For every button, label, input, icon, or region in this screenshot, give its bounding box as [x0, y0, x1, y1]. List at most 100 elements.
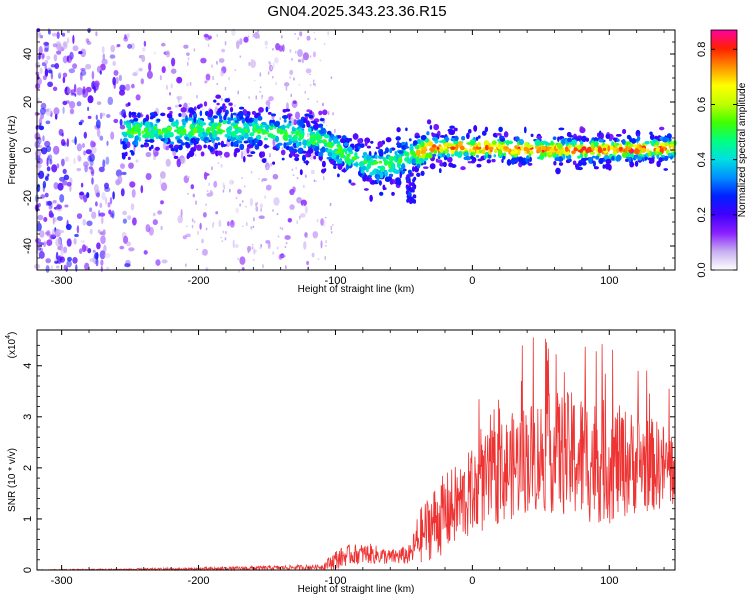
spectrogram-cell — [295, 111, 300, 120]
spectrogram-cell — [187, 192, 189, 195]
spectrogram-cell — [210, 117, 214, 124]
spectrogram-cell — [171, 121, 177, 127]
spectrogram-cell — [80, 70, 87, 76]
spectrogram-cell — [124, 34, 127, 40]
spectrogram-cell — [193, 116, 197, 123]
spectrogram-cell — [193, 106, 197, 111]
spectrogram-cell — [316, 100, 318, 103]
spectrogram-cell — [160, 171, 166, 179]
spectrogram-cell — [191, 125, 195, 129]
spectrogram-cell — [101, 58, 108, 65]
spectrogram-cell — [200, 151, 205, 157]
spectrogram-cell — [87, 248, 92, 254]
spectrogram-cell — [82, 86, 86, 95]
spectrogram-cell — [292, 186, 296, 193]
spectrogram-cell — [358, 161, 365, 168]
spectrogram-cell — [627, 143, 634, 148]
spectrogram-cell — [332, 112, 334, 116]
spectrogram-cell — [394, 151, 398, 155]
spectrogram-cell — [94, 252, 99, 260]
spectrogram-cell — [528, 153, 532, 158]
spectrogram-cell — [66, 55, 73, 63]
spectrogram-cell — [200, 57, 207, 64]
snr-y-tick-label: 0 — [22, 567, 34, 573]
snr-frame — [36, 329, 676, 571]
spectrogram-cell — [578, 160, 583, 167]
spectrogram-cell — [223, 151, 230, 158]
spectrogram-cell — [234, 243, 239, 249]
spectrogram-cell — [429, 147, 436, 153]
spectrogram-cell — [253, 80, 256, 82]
spectrogram-cell — [178, 104, 182, 107]
spectrogram-cell — [118, 74, 122, 82]
spectrogram-cell — [99, 135, 104, 141]
spectrogram-cell — [203, 171, 208, 180]
spectrogram-cell — [398, 157, 402, 164]
spectrogram-cell — [122, 143, 128, 150]
spectrogram-cell — [195, 153, 197, 157]
spectrogram-x-tick-label: -300 — [51, 275, 73, 287]
spectrogram-cell — [378, 160, 383, 164]
spectrogram-cell — [39, 107, 46, 115]
spectrogram-cell — [126, 241, 131, 247]
spectrogram-cell — [126, 120, 130, 124]
spectrogram-cell — [46, 157, 49, 167]
spectrogram-cell — [429, 163, 436, 170]
spectrogram-cell — [439, 135, 446, 138]
spectrogram-cell — [207, 113, 213, 118]
spectrogram-cell — [568, 158, 572, 162]
spectrogram-cell — [603, 143, 610, 147]
spectrogram-cell — [494, 148, 498, 153]
spectrogram-cell — [416, 163, 421, 169]
spectrogram-cell — [554, 157, 560, 161]
spectrogram-cell — [354, 163, 359, 167]
spectrogram-cell — [649, 140, 653, 144]
spectrogram-cell — [375, 154, 378, 160]
spectrogram-cell — [323, 176, 325, 181]
spectrogram-cell — [243, 36, 249, 43]
spectrogram-cell — [126, 130, 132, 134]
spectrogram-cell — [383, 151, 387, 155]
spectrogram-cell — [66, 138, 70, 148]
spectrogram-cell — [205, 267, 209, 272]
spectrogram-cell — [55, 237, 62, 247]
spectrogram-cell — [156, 118, 161, 122]
spectrogram-cell — [312, 51, 316, 58]
spectrogram-cell — [388, 160, 393, 165]
spectrogram-cell — [95, 201, 98, 207]
spectrogram-cell — [110, 131, 115, 140]
spectrogram-cell — [285, 86, 288, 91]
spectrogram-cell — [411, 188, 415, 193]
spectrogram-cell — [76, 168, 82, 172]
spectrogram-cell — [177, 215, 183, 224]
spectrogram-cell — [375, 169, 382, 175]
spectrogram-cell — [669, 143, 674, 147]
spectrogram-cell — [453, 127, 458, 132]
spectrogram-cell — [562, 153, 566, 160]
spectrogram-cell — [246, 111, 251, 115]
spectrogram-cell — [45, 200, 49, 206]
spectrogram-cell — [218, 58, 225, 63]
spectrogram-cell — [313, 83, 315, 86]
spectrogram-cell — [62, 246, 68, 254]
spectrogram-cell — [183, 44, 189, 49]
spectrogram-cell — [123, 133, 128, 138]
spectrogram-cell — [307, 148, 314, 154]
spectrogram-cell — [273, 121, 280, 127]
spectrogram-cell — [213, 130, 218, 135]
spectrogram-cell — [252, 259, 255, 261]
spectrogram-cell — [299, 120, 304, 127]
spectrogram-cell — [656, 153, 660, 159]
spectrogram-cell — [176, 158, 182, 168]
spectrogram-cell — [326, 125, 328, 127]
spectrogram-cell — [89, 207, 93, 212]
spectrogram-cell — [329, 159, 335, 165]
spectrogram-cell — [173, 155, 179, 159]
spectrogram-cell — [101, 46, 105, 54]
spectrogram-cell — [577, 144, 581, 150]
spectrogram-cell — [227, 118, 234, 121]
spectrogram-cell — [614, 142, 617, 148]
spectrogram-cell — [259, 72, 262, 77]
spectrogram-cell — [286, 241, 288, 244]
